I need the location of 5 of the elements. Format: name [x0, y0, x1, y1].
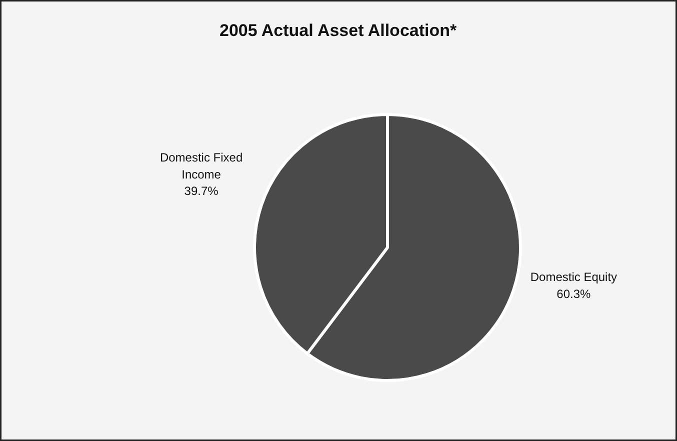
- data-label: 39.7%: [184, 184, 219, 198]
- data-label: 60.3%: [556, 286, 592, 301]
- chart-title: 2005 Actual Asset Allocation*: [219, 21, 458, 40]
- slice-label: Domestic Equity: [530, 270, 618, 284]
- slice-label: Domestic Fixed Income: [160, 150, 243, 182]
